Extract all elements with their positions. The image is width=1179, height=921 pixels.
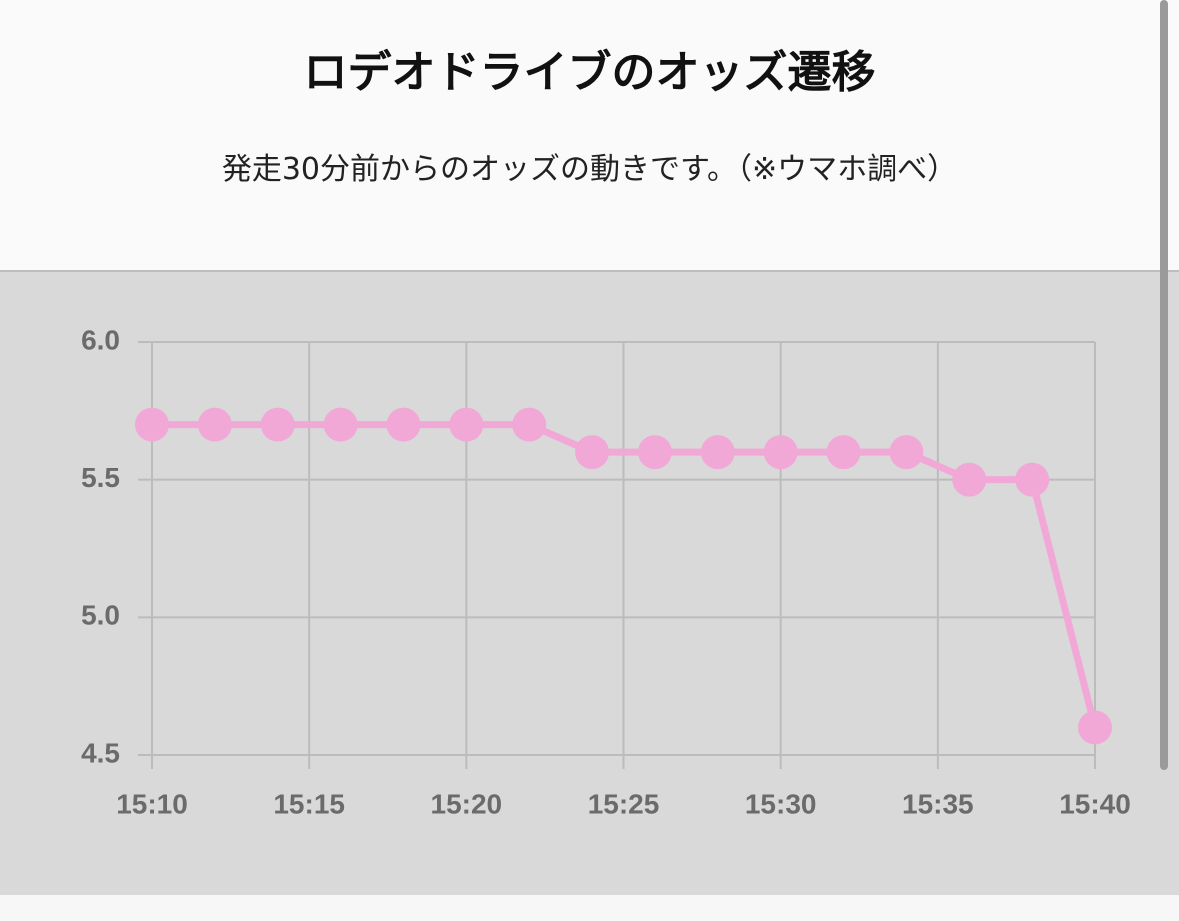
point: [323, 407, 358, 442]
x-tick-label: 15:15: [273, 788, 345, 819]
y-tick-label: 6.0: [81, 324, 120, 355]
x-tick-label: 15:40: [1059, 788, 1131, 819]
point: [637, 435, 672, 470]
y-tick-label: 5.0: [81, 600, 120, 631]
point: [1078, 710, 1112, 745]
header: ロデオドライブのオッズ遷移 発走30分前からのオッズの動きです。（※ウマホ調べ）: [0, 0, 1179, 272]
point: [1015, 462, 1050, 497]
point: [197, 407, 232, 442]
title: ロデオドライブのオッズ遷移: [303, 47, 876, 98]
point: [826, 435, 861, 470]
subtitle: 発走30分前からのオッズの動きです。（※ウマホ調べ）: [221, 152, 958, 187]
y-tick-label: 5.5: [81, 462, 120, 493]
point: [575, 435, 610, 470]
x-tick-label: 15:25: [588, 788, 660, 819]
point: [512, 407, 547, 442]
point: [386, 407, 421, 442]
x-tick-label: 15:30: [745, 788, 817, 819]
x-tick-label: 15:10: [116, 788, 188, 819]
point: [889, 435, 924, 470]
line: [152, 421, 1099, 729]
point: [135, 407, 169, 442]
x-tick-label: 15:20: [431, 788, 503, 819]
scrollbar[interactable]: [1160, 0, 1168, 770]
chart-panel: [0, 272, 1179, 895]
point: [952, 462, 987, 497]
point: [260, 407, 295, 442]
x-tick-label: 15:35: [902, 788, 974, 819]
y-tick-label: 4.5: [81, 737, 120, 768]
point: [449, 407, 484, 442]
point: [763, 435, 798, 470]
point: [700, 435, 735, 470]
